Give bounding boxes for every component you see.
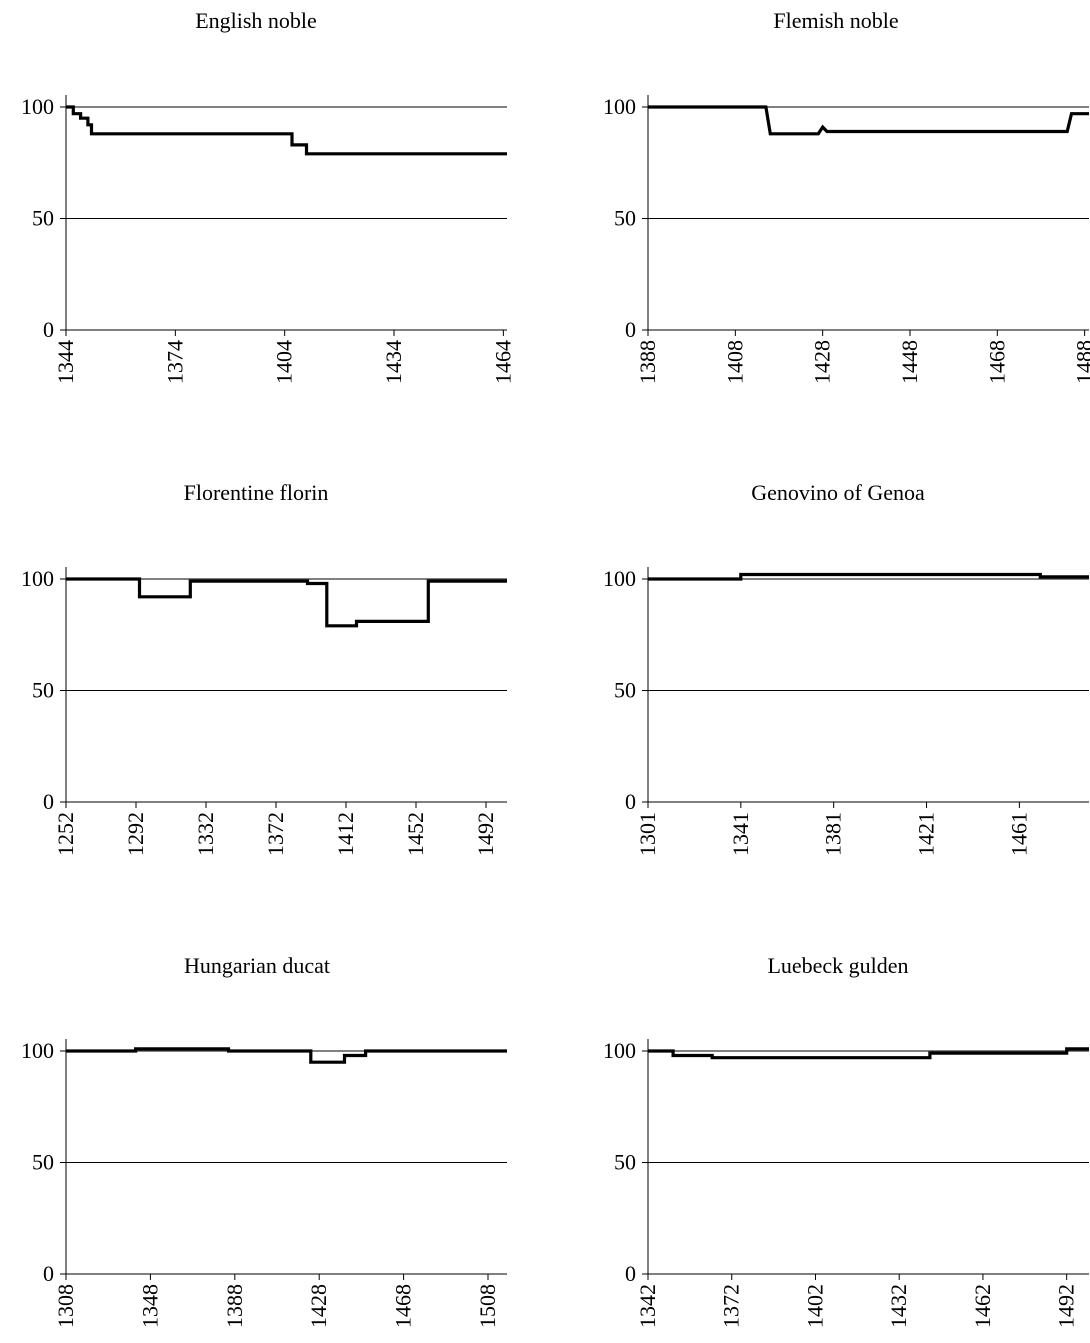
y-tick-label: 100 bbox=[603, 566, 636, 591]
x-tick-label: 1464 bbox=[490, 340, 515, 384]
x-tick-label: 1332 bbox=[193, 812, 218, 856]
x-tick-label: 1292 bbox=[123, 812, 148, 856]
x-tick-label: 1388 bbox=[635, 340, 660, 384]
y-tick-label: 0 bbox=[43, 317, 54, 342]
y-tick-label: 50 bbox=[32, 678, 54, 703]
x-tick-label: 1508 bbox=[475, 1284, 500, 1328]
x-tick-label: 1301 bbox=[635, 812, 660, 856]
chart-title: English noble bbox=[195, 8, 317, 33]
x-tick-label: 1348 bbox=[137, 1284, 162, 1328]
chart-panel-5: Luebeck gulden 0 50 100 1342 1372 1402 1432 1462… bbox=[603, 953, 1089, 1328]
y-tick-label: 100 bbox=[603, 1038, 636, 1063]
x-tick-label: 1492 bbox=[473, 812, 498, 856]
y-tick-label: 50 bbox=[614, 678, 636, 703]
y-tick-label: 0 bbox=[625, 789, 636, 814]
x-tick-label: 1388 bbox=[222, 1284, 247, 1328]
series-line bbox=[648, 105, 1089, 136]
x-tick-label: 1492 bbox=[1054, 1284, 1079, 1328]
chart-panel-3: Genovino of Genoa 0 50 100 1301 1341 1381 1421 1… bbox=[603, 480, 1089, 856]
x-tick-label: 1428 bbox=[810, 340, 835, 384]
x-tick-label: 1372 bbox=[719, 1284, 744, 1328]
x-tick-label: 1252 bbox=[53, 812, 78, 856]
series-line bbox=[66, 1047, 507, 1064]
chart-title: Luebeck gulden bbox=[767, 953, 908, 978]
y-tick-label: 50 bbox=[32, 206, 54, 231]
series-line bbox=[66, 577, 507, 628]
y-tick-label: 100 bbox=[603, 94, 636, 119]
chart-panel-1: Flemish noble 0 50 100 1388 1408 1428 1448 1468 1… bbox=[603, 8, 1090, 384]
y-tick-label: 100 bbox=[21, 566, 54, 591]
chart-panel-0: English noble 0 50 100 1344 1374 1404 1434 1464 bbox=[21, 8, 515, 384]
x-tick-label: 1308 bbox=[53, 1284, 78, 1328]
x-tick-label: 1412 bbox=[333, 812, 358, 856]
x-tick-label: 1342 bbox=[635, 1284, 660, 1328]
x-tick-label: 1408 bbox=[722, 340, 747, 384]
x-tick-label: 1372 bbox=[263, 812, 288, 856]
chart-panel-2: Florentine florin 0 50 100 1252 1292 1332 1372 1… bbox=[21, 480, 507, 856]
series-line bbox=[648, 1047, 1089, 1060]
x-tick-label: 1344 bbox=[53, 340, 78, 384]
x-tick-label: 1434 bbox=[381, 340, 406, 384]
chart-title: Hungarian ducat bbox=[184, 953, 330, 978]
y-tick-label: 100 bbox=[21, 1038, 54, 1063]
x-tick-label: 1421 bbox=[914, 812, 939, 856]
x-tick-label: 1381 bbox=[821, 812, 846, 856]
x-tick-label: 1432 bbox=[886, 1284, 911, 1328]
x-tick-label: 1461 bbox=[1006, 812, 1031, 856]
x-tick-label: 1448 bbox=[897, 340, 922, 384]
x-tick-label: 1341 bbox=[728, 812, 753, 856]
y-tick-label: 50 bbox=[32, 1150, 54, 1175]
x-tick-label: 1404 bbox=[272, 340, 297, 384]
chart-title: Genovino of Genoa bbox=[751, 480, 925, 505]
chart-panel-4: Hungarian ducat 0 50 100 1308 1348 1388 1428 146… bbox=[21, 953, 507, 1328]
chart-title: Florentine florin bbox=[184, 480, 329, 505]
x-tick-label: 1468 bbox=[984, 340, 1009, 384]
series-line bbox=[66, 105, 507, 156]
chart-title: Flemish noble bbox=[773, 8, 898, 33]
y-tick-label: 50 bbox=[614, 1150, 636, 1175]
x-tick-label: 1452 bbox=[403, 812, 428, 856]
x-tick-label: 1374 bbox=[162, 340, 187, 384]
x-tick-label: 1468 bbox=[391, 1284, 416, 1328]
y-tick-label: 0 bbox=[625, 1261, 636, 1286]
y-tick-label: 50 bbox=[614, 206, 636, 231]
x-tick-label: 1428 bbox=[306, 1284, 331, 1328]
y-tick-label: 0 bbox=[43, 1261, 54, 1286]
x-tick-label: 1402 bbox=[802, 1284, 827, 1328]
x-tick-label: 1462 bbox=[970, 1284, 995, 1328]
series-line bbox=[648, 572, 1089, 581]
x-tick-label: 1488 bbox=[1072, 340, 1090, 384]
y-tick-label: 0 bbox=[43, 789, 54, 814]
y-tick-label: 100 bbox=[21, 94, 54, 119]
y-tick-label: 0 bbox=[625, 317, 636, 342]
